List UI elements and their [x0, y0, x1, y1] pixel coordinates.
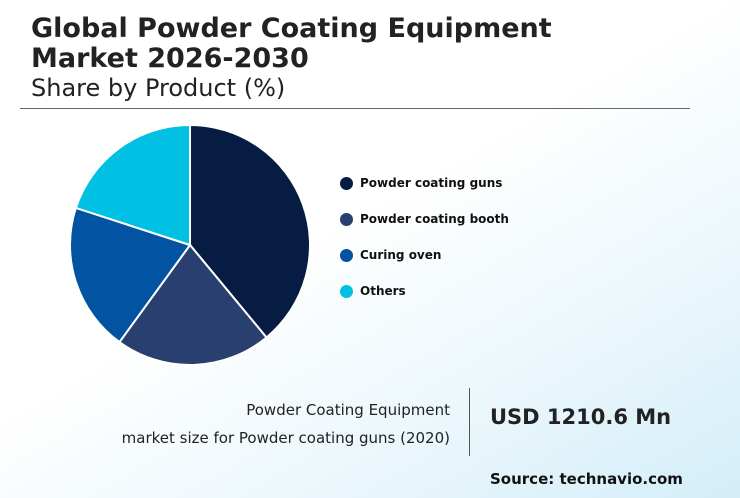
legend-swatch — [340, 176, 353, 190]
pie-slice-powder-coating-booth — [118, 243, 268, 366]
title-line-2: Market 2026-2030 — [31, 43, 309, 74]
title-line-1: Global Powder Coating Equipment — [31, 13, 552, 44]
legend-swatch — [340, 212, 353, 226]
legend-label: Powder coating guns — [360, 176, 503, 190]
legend-label: Curing oven — [360, 248, 442, 262]
header-divider — [20, 108, 690, 109]
pie-slice-powder-coating-guns — [189, 123, 311, 339]
fact-divider — [469, 388, 470, 456]
market-size-value: USD 1210.6 Mn — [490, 405, 672, 429]
legend-label: Others — [360, 284, 406, 298]
source-credit: Source: technavio.com — [490, 470, 683, 488]
page-title: Global Powder Coating Equipment Market 2… — [31, 14, 552, 74]
legend-swatch — [340, 248, 353, 262]
pie-chart — [69, 123, 311, 366]
pie-slice-curing-oven — [69, 206, 192, 344]
legend-item-powder-coating-booth: Powder coating booth — [340, 208, 509, 230]
chart-legend: Powder coating guns Powder coating booth C… — [340, 172, 509, 316]
legend-label: Powder coating booth — [360, 212, 509, 226]
legend-item-others: Others — [340, 280, 509, 302]
page-subtitle: Share by Product (%) — [31, 74, 286, 102]
legend-swatch — [340, 284, 353, 298]
market-size-description-line-2: market size for Powder coating guns (202… — [121, 429, 450, 447]
legend-item-curing-oven: Curing oven — [340, 244, 509, 266]
pie-slice-others — [74, 123, 191, 247]
market-size-description-line-1: Powder Coating Equipment — [246, 401, 450, 419]
market-size-description: Powder Coating Equipment market size for… — [122, 396, 450, 452]
legend-item-powder-coating-guns: Powder coating guns — [340, 172, 509, 194]
